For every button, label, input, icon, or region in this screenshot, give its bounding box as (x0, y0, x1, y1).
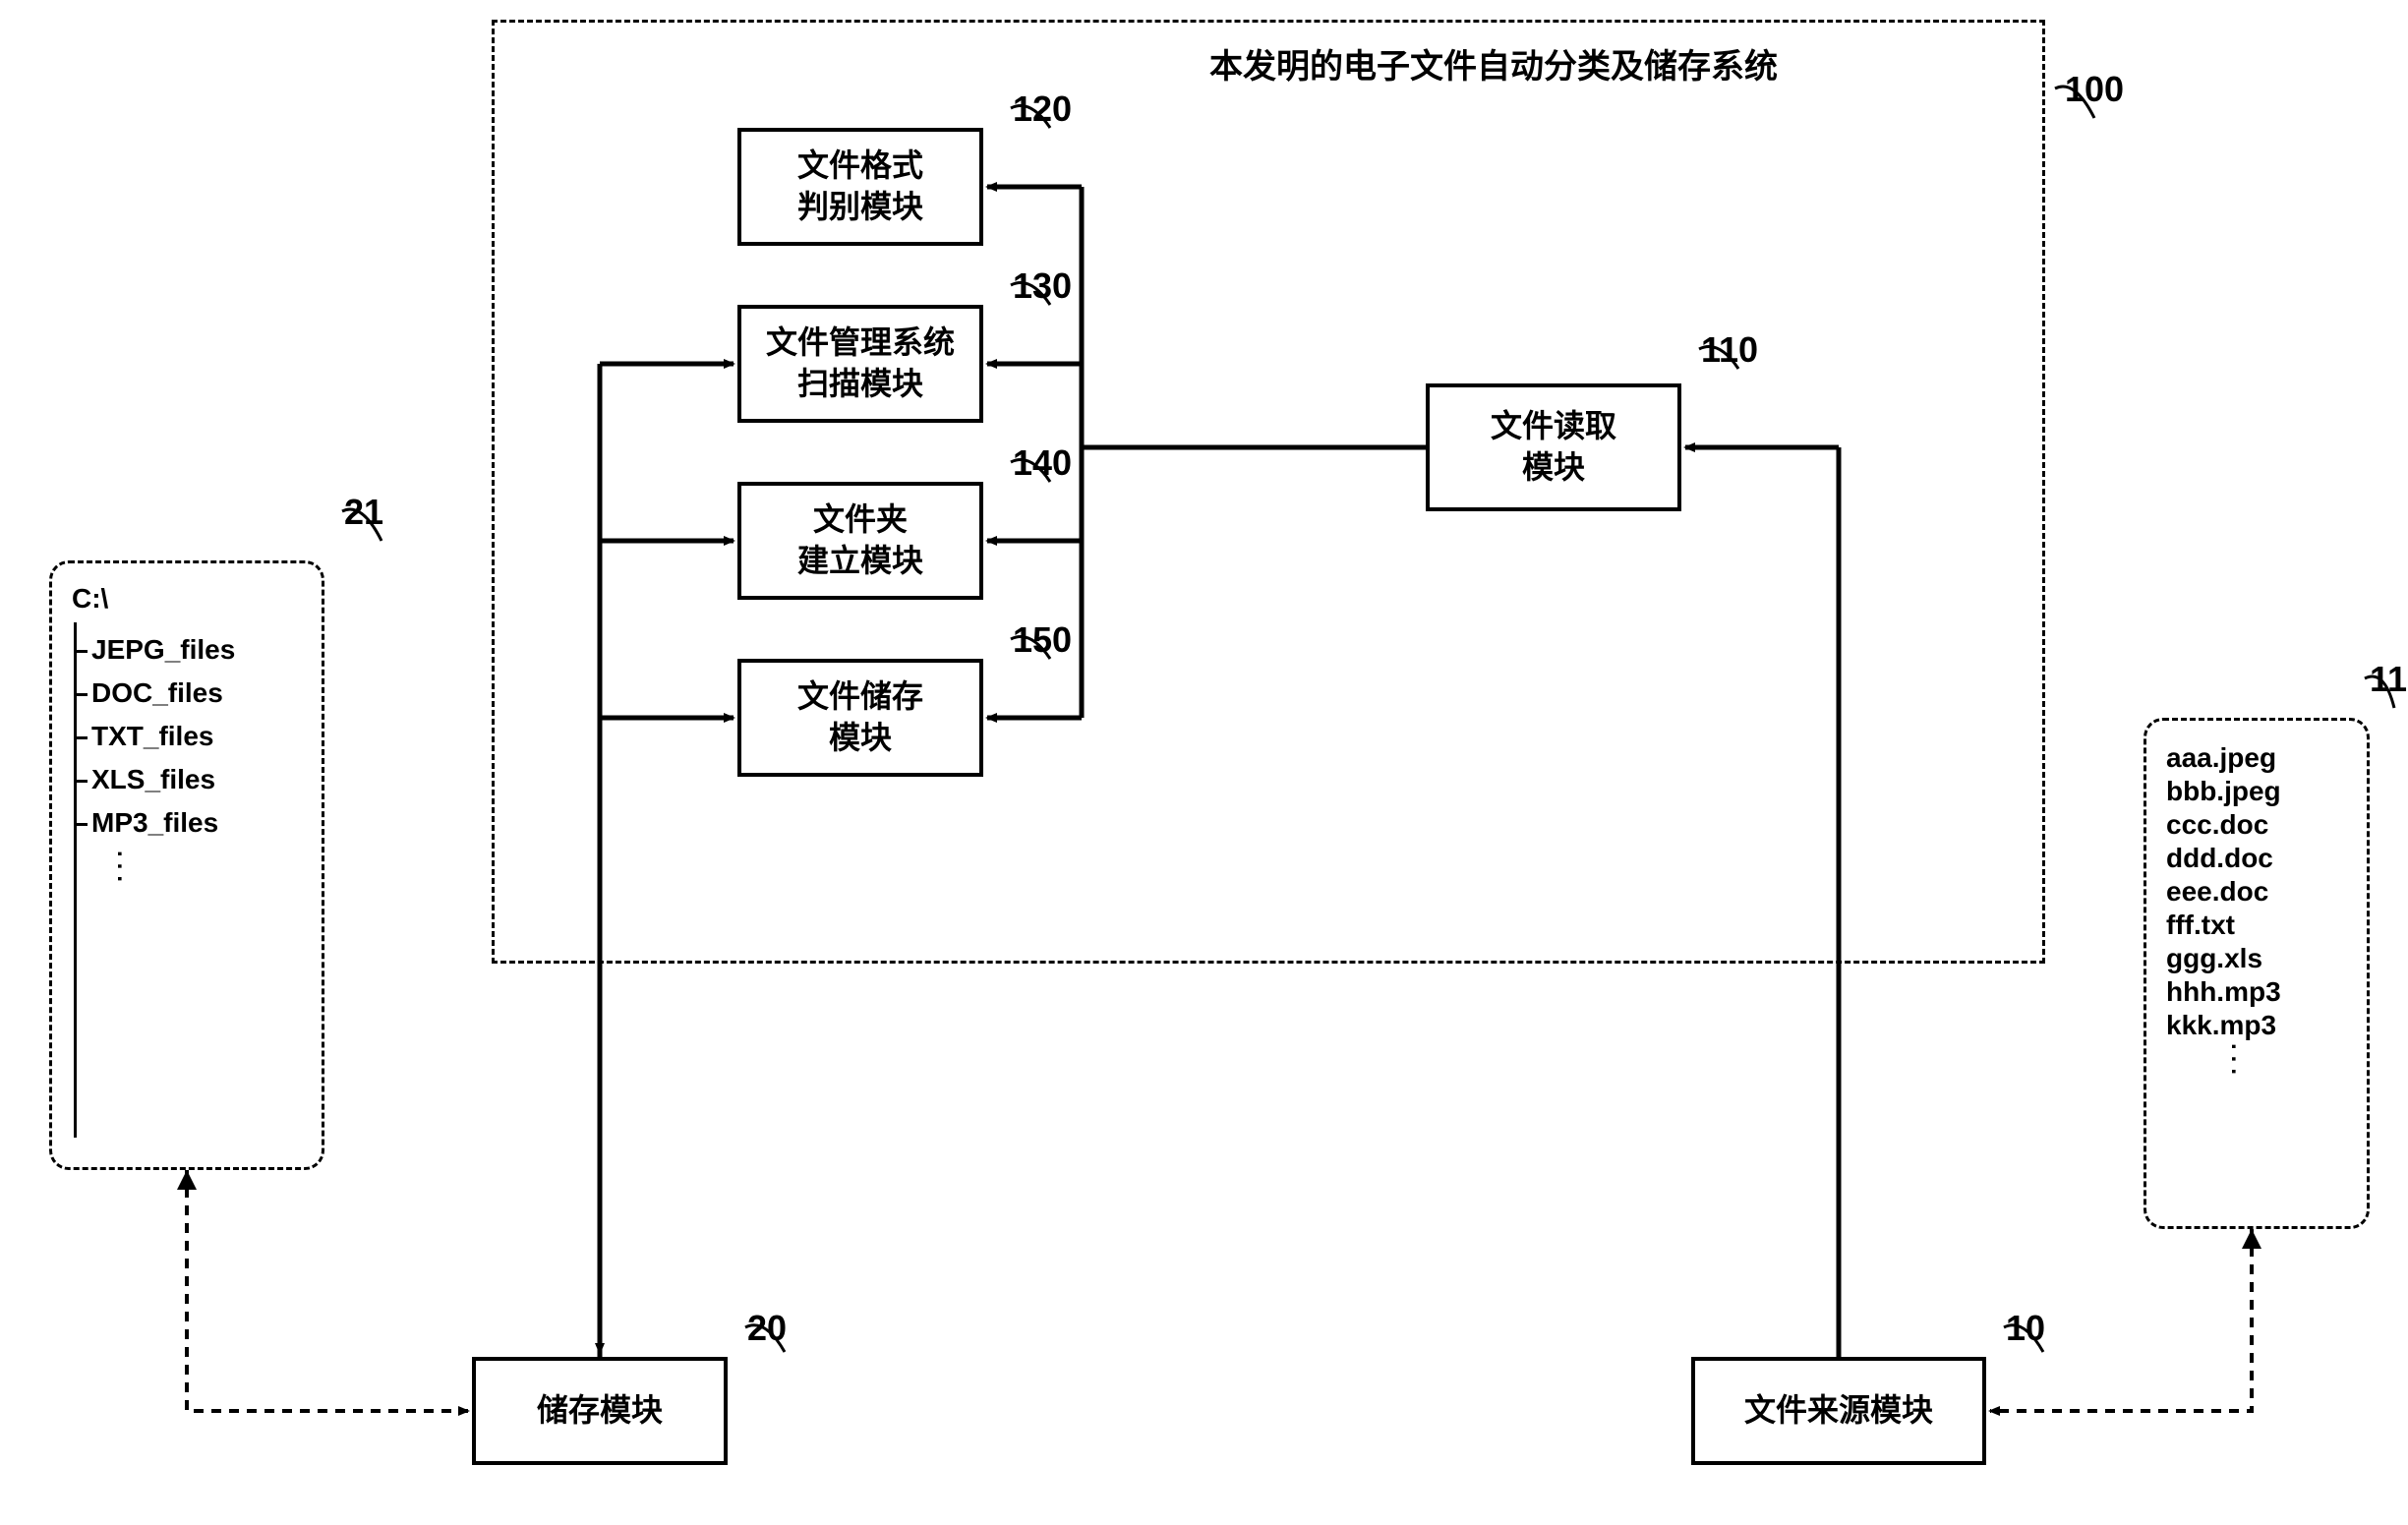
file-item: ddd.doc (2166, 843, 2347, 874)
file-item: hhh.mp3 (2166, 976, 2347, 1008)
module-storage: 储存模块 (472, 1357, 728, 1465)
module-folder-create: 文件夹 建立模块 (737, 482, 983, 600)
file-item: eee.doc (2166, 876, 2347, 908)
system-container (492, 20, 2045, 964)
tree-dots: ... (111, 850, 139, 888)
folder-tree-box: C:\ JEPG_files DOC_files TXT_files XLS_f… (49, 560, 324, 1170)
ref-files: 11 (2370, 659, 2407, 700)
system-title: 本发明的电子文件自动分类及储存系统 (1209, 39, 1778, 88)
tree-folder: XLS_files (91, 764, 302, 795)
ref-file-read: 110 (1701, 329, 1758, 371)
system-ref: 100 (2065, 69, 2124, 110)
ref-tree: 21 (344, 492, 383, 533)
file-dots: ... (2225, 1043, 2253, 1081)
file-list-box: aaa.jpeg bbb.jpeg ccc.doc ddd.doc eee.do… (2144, 718, 2370, 1229)
ref-format-judge: 120 (1013, 88, 1072, 130)
module-format-judge: 文件格式 判别模块 (737, 128, 983, 246)
file-item: ccc.doc (2166, 809, 2347, 841)
tree-folder: JEPG_files (91, 634, 302, 666)
module-file-store: 文件储存 模块 (737, 659, 983, 777)
tree-folder: TXT_files (91, 721, 302, 752)
file-item: aaa.jpeg (2166, 742, 2347, 774)
file-item: bbb.jpeg (2166, 776, 2347, 807)
file-item: ggg.xls (2166, 943, 2347, 974)
file-item: kkk.mp3 (2166, 1010, 2347, 1041)
module-file-read: 文件读取 模块 (1426, 383, 1681, 511)
module-fms-scan: 文件管理系统 扫描模块 (737, 305, 983, 423)
ref-folder-create: 140 (1013, 442, 1072, 484)
tree-folder: DOC_files (91, 677, 302, 709)
ref-file-store: 150 (1013, 619, 1072, 661)
ref-source: 10 (2006, 1308, 2045, 1349)
tree-root: C:\ (72, 583, 302, 615)
tree-folder: MP3_files (91, 807, 302, 839)
module-source: 文件来源模块 (1691, 1357, 1986, 1465)
tree-line (74, 622, 77, 1138)
ref-fms-scan: 130 (1013, 265, 1072, 307)
file-item: fff.txt (2166, 909, 2347, 941)
ref-storage: 20 (747, 1308, 787, 1349)
